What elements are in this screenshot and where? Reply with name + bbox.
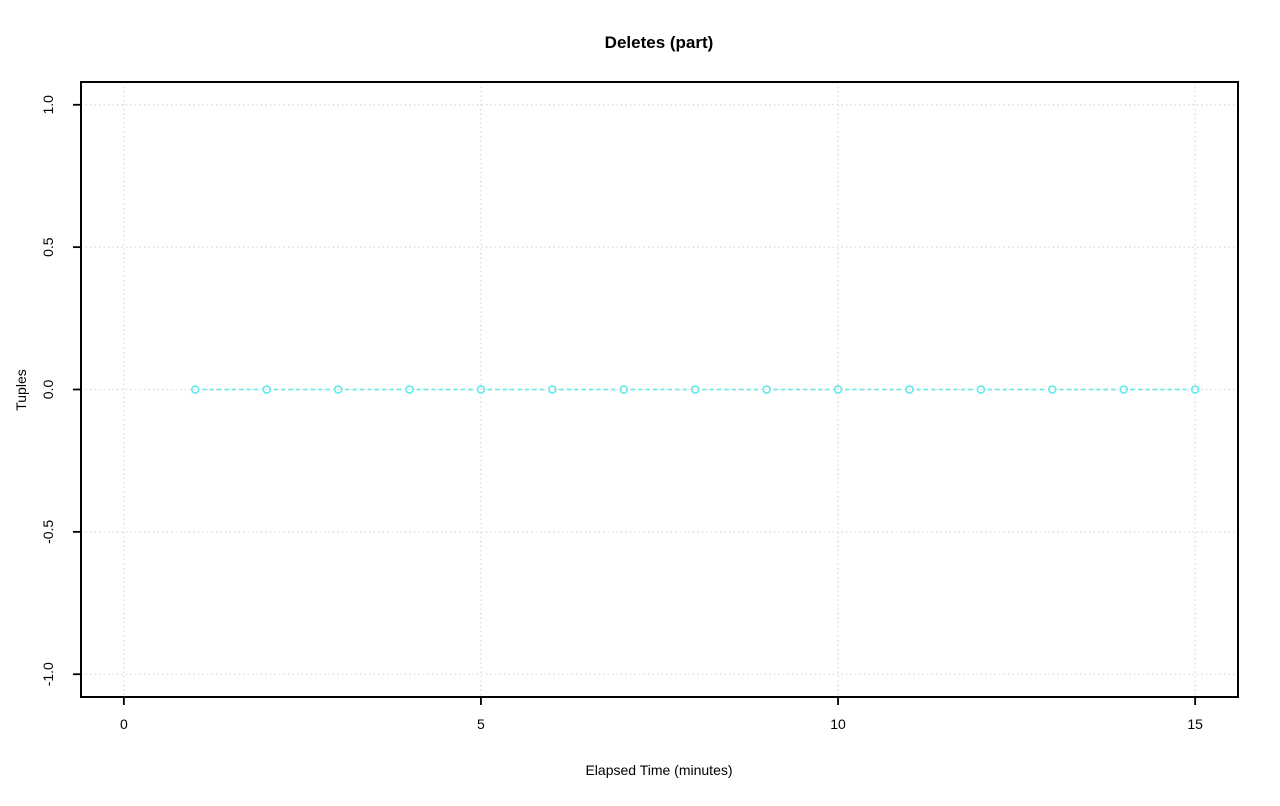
data-point [1047,385,1057,394]
gridlines [81,82,1238,697]
plot-border [80,81,1239,698]
data-point [190,385,200,394]
y-tick-label: 0.0 [40,380,56,400]
data-point [619,385,629,394]
axis-tick-labels: 0 5 10 15 -1.0 -0.5 0.0 0.5 1.0 [40,95,1203,732]
data-series [190,385,1200,394]
data-point [262,385,272,394]
chart-title: Deletes (part) [605,33,714,52]
data-point [905,385,914,394]
data-point [762,385,771,394]
data-point [690,385,700,394]
data-point [476,385,486,394]
y-tick-label: -1.0 [40,662,56,686]
data-point [976,385,986,394]
x-axis-label: Elapsed Time (minutes) [585,762,732,778]
data-point [548,385,557,394]
x-tick-label: 0 [120,716,128,732]
plot-box [80,81,1239,698]
data-point [1119,385,1129,394]
x-tick-label: 15 [1187,716,1203,732]
y-tick-label: 0.5 [40,237,56,257]
data-point [1190,385,1200,394]
x-tick-label: 10 [830,716,846,732]
data-point [833,385,843,394]
y-axis-label: Tuples [13,369,29,411]
y-tick-label: -0.5 [40,520,56,544]
axis-ticks [73,103,1197,705]
x-tick-label: 5 [477,716,485,732]
y-tick-label: 1.0 [40,95,56,115]
data-point [333,385,343,394]
data-point [405,385,414,394]
